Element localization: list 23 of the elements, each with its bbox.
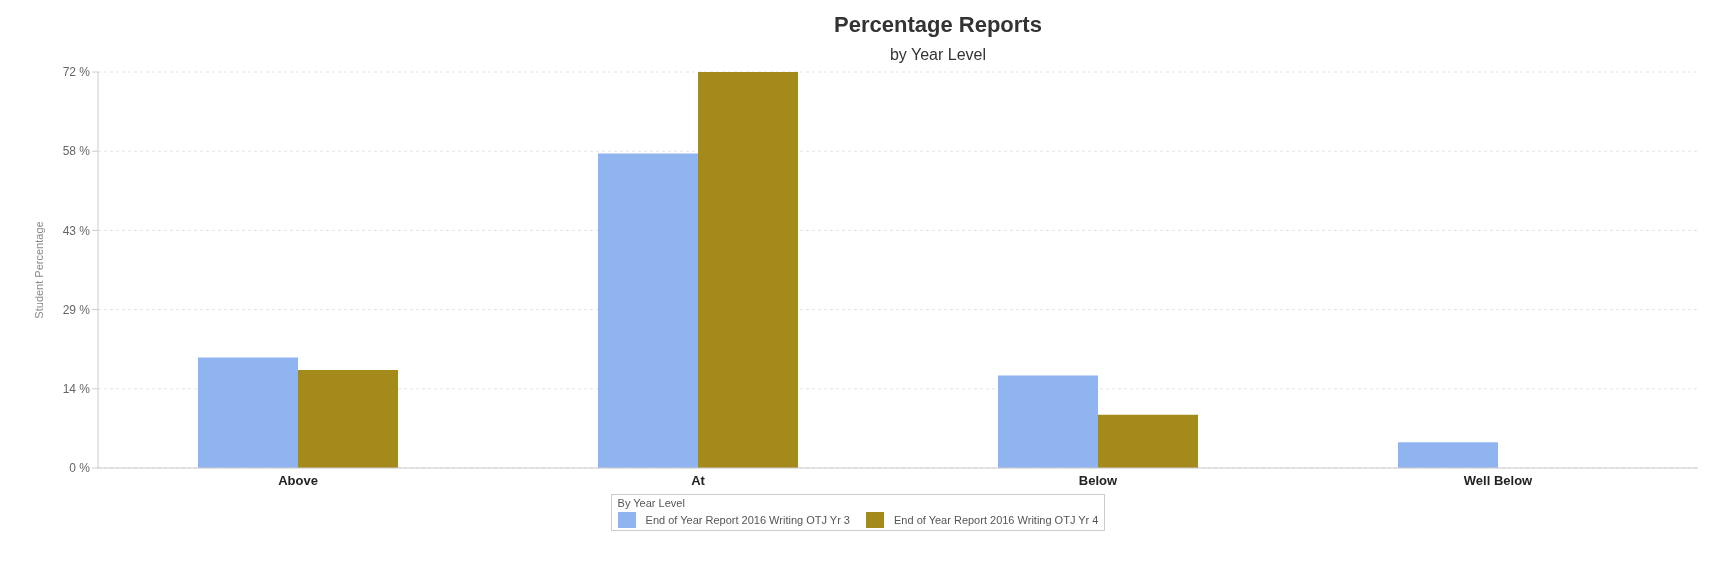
x-tick-label: Above	[278, 473, 318, 489]
y-tick-label: 72 %	[62, 65, 91, 80]
bar	[698, 72, 798, 468]
y-axis-title: Student Percentage	[32, 221, 45, 319]
legend-title: By Year Level	[617, 497, 686, 509]
chart-title: Percentage Reports	[833, 12, 1043, 38]
bar	[1398, 442, 1498, 468]
chart-subtitle: by Year Level	[888, 46, 988, 64]
bar	[198, 357, 298, 468]
bar	[298, 370, 398, 468]
x-tick-label: Below	[1078, 473, 1119, 489]
bar	[1098, 414, 1198, 468]
legend-label: End of Year Report 2016 Writing OTJ Yr 4	[894, 514, 1099, 526]
y-tick-label: 43 %	[62, 223, 91, 238]
legend-label: End of Year Report 2016 Writing OTJ Yr 3	[645, 514, 850, 526]
bar	[598, 153, 698, 468]
bar	[998, 375, 1098, 468]
y-tick-label: 0 %	[69, 461, 91, 476]
y-tick-label: 14 %	[62, 382, 91, 397]
y-tick-label: 29 %	[62, 302, 91, 317]
x-tick-label: Well Below	[1463, 473, 1534, 489]
y-tick-label: 58 %	[62, 144, 91, 159]
x-tick-label: At	[691, 473, 706, 489]
